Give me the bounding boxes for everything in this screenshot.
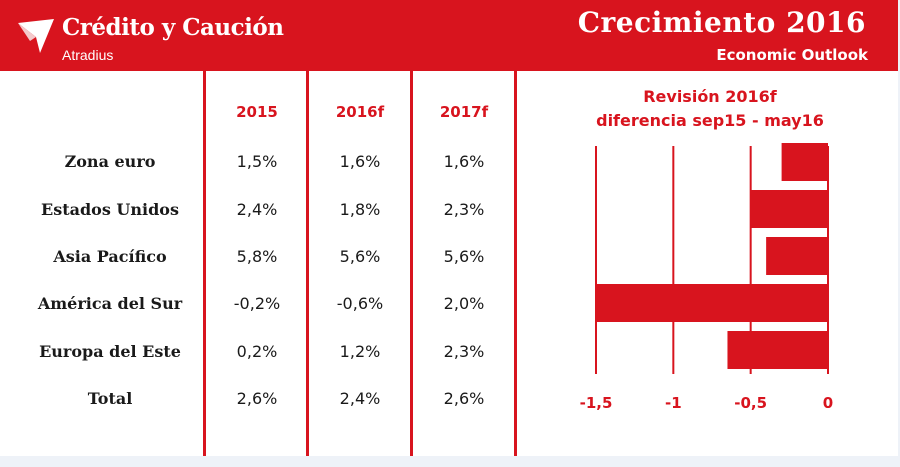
table-cell: 2,0% [443,294,485,313]
brand-subname: Atradius [62,47,114,63]
x-tick-label: -1 [665,394,682,412]
column-divider [514,71,517,456]
table-cell: 2,6% [443,389,485,408]
table-cell: -0,6% [336,294,384,313]
row-label-total: Total [87,389,133,408]
table-cell: 0,2% [236,342,278,361]
brand-logo-icon [18,19,54,53]
row-label-zona-euro: Zona euro [64,152,156,171]
column-header-2015: 2015 [236,103,278,121]
column-header-2017f: 2017f [439,103,489,121]
header-banner: Crédito y Caución Atradius Crecimiento 2… [0,0,898,71]
table-cell: 5,6% [443,247,485,266]
row-label-america-del-sur: América del Sur [37,294,183,313]
row-label-europa-del-este: Europa del Este [39,342,181,361]
x-tick-label: -1,5 [580,394,613,412]
table-cell: 1,2% [339,342,381,361]
bar-asia-pacífico [766,237,828,275]
x-tick-label: 0 [823,394,833,412]
chart-title: Revisión 2016f [643,87,777,106]
table-cell: 5,6% [339,247,381,266]
table-cell: 2,3% [443,200,485,219]
row-label-estados-unidos: Estados Unidos [41,200,179,219]
table-cell: 1,6% [443,152,485,171]
bar-europa-del-este [727,331,828,369]
table-cell: 1,5% [236,152,278,171]
brand-name: Crédito y Caución [62,14,284,41]
table-cell: 1,8% [339,200,381,219]
x-tick-label: -0,5 [734,394,767,412]
page-title: Crecimiento 2016 [577,6,866,39]
chart-subtitle: diferencia sep15 - may16 [596,111,824,130]
table-cell: 2,4% [236,200,278,219]
table-cell: 5,8% [236,247,278,266]
table-cell: 2,4% [339,389,381,408]
bar-zona-euro [781,143,828,181]
column-header-2016f: 2016f [335,103,385,121]
table-cell: 2,6% [236,389,278,408]
table-cell: 2,3% [443,342,485,361]
table-cell: 1,6% [339,152,381,171]
column-divider [203,71,206,456]
table-cell: -0,2% [233,294,281,313]
column-divider [306,71,309,456]
revision-bar-chart: -1,5 -1 -0,5 0 [580,143,833,412]
column-divider [410,71,413,456]
row-label-asia-pacifico: Asia Pacífico [53,247,167,266]
bar-estados-unidos [750,190,828,228]
infographic-card: Crédito y Caución Atradius Crecimiento 2… [0,0,898,456]
page-subtitle: Economic Outlook [716,46,868,64]
bar-américa-del-sur [596,284,828,322]
